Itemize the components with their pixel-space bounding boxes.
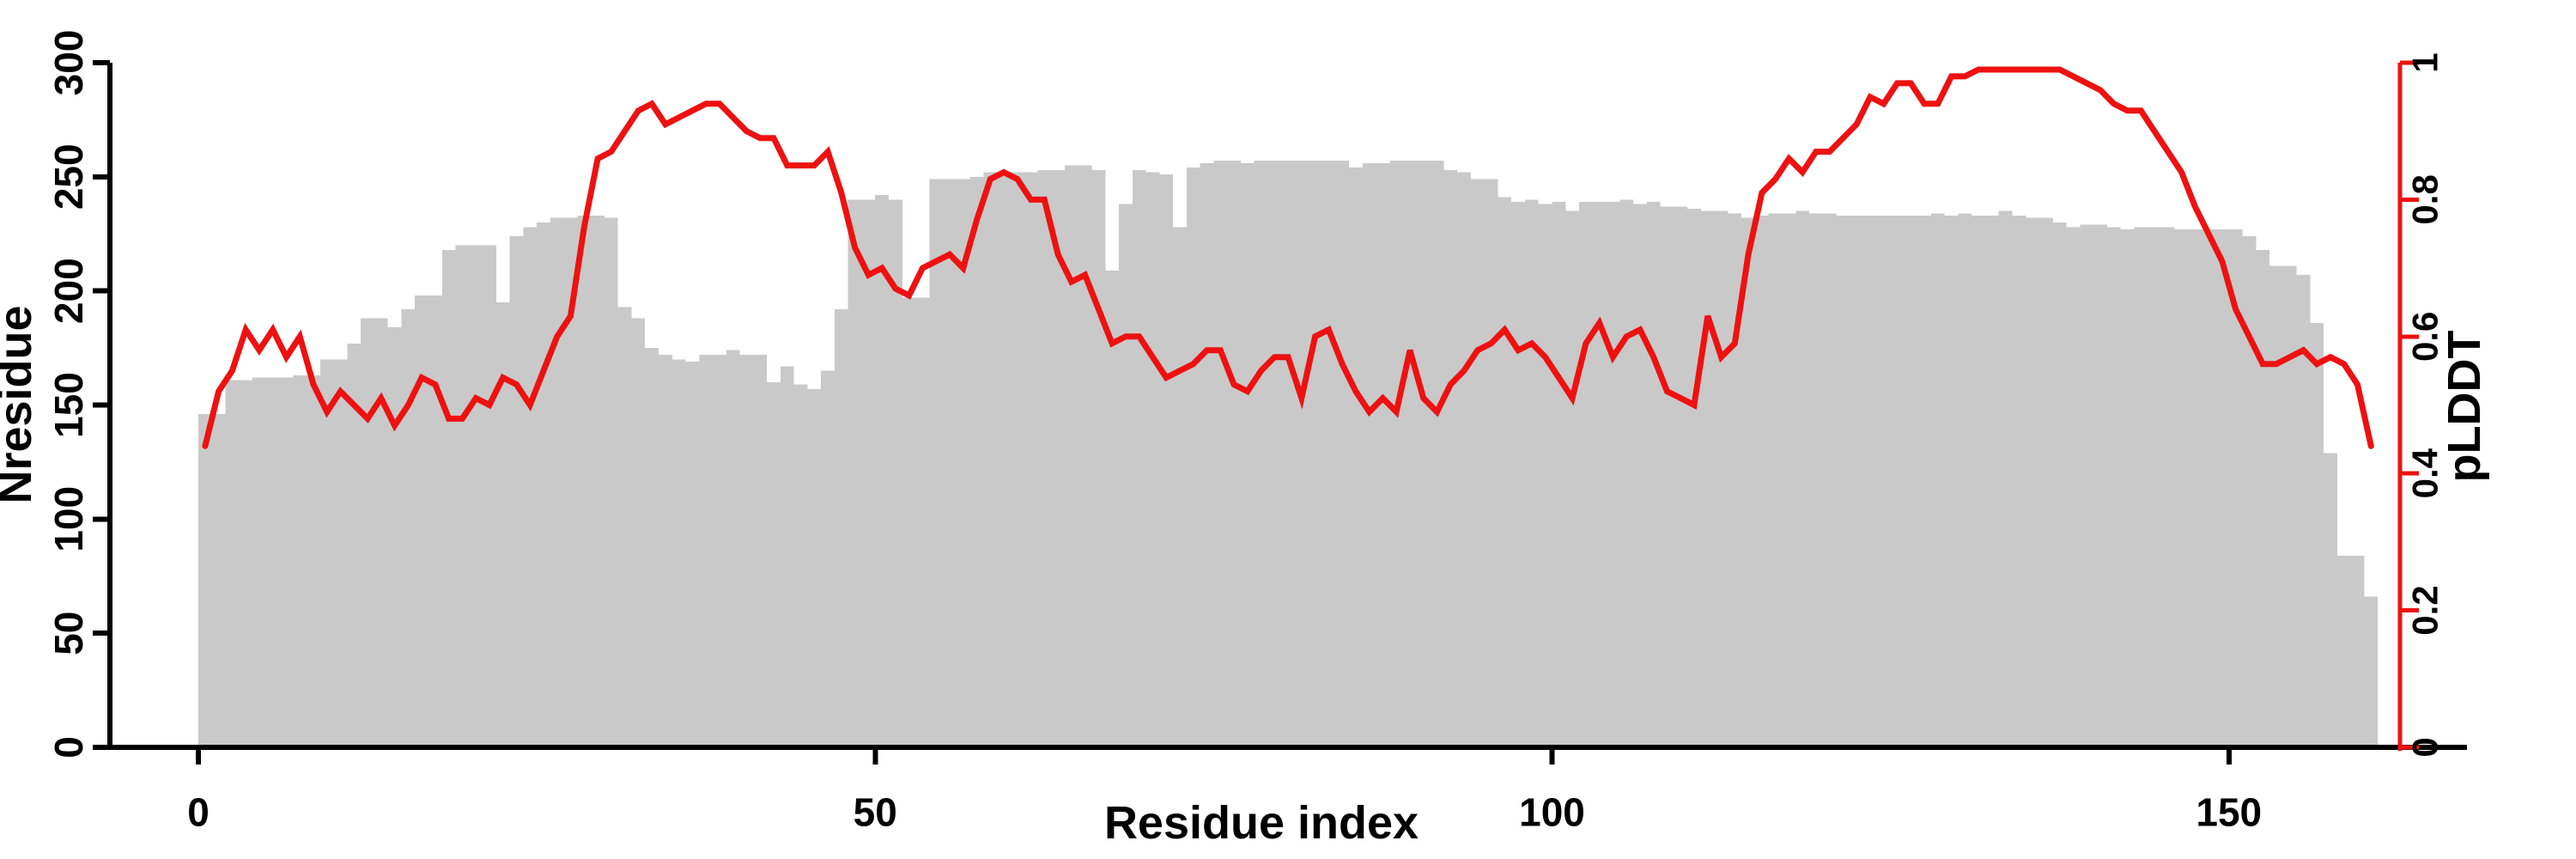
right-tick-label: 0.4 — [2405, 448, 2445, 498]
y-tick-label: 50 — [46, 612, 91, 655]
nresidue-bars — [198, 161, 2379, 747]
x-axis-title: Residue index — [1104, 797, 1419, 849]
x-tick-label: 150 — [2196, 790, 2262, 835]
right-tick-label: 1 — [2405, 52, 2445, 72]
line-layer — [202, 66, 2374, 449]
y-tick-label: 250 — [46, 143, 91, 210]
y-tick-label: 0 — [46, 736, 91, 758]
y-tick-label: 150 — [46, 372, 91, 438]
y-tick-label: 100 — [46, 486, 91, 552]
axes-layer: 0 50 100 150 0 50 100 150 200 250 300 — [46, 30, 2467, 835]
left-axis-title: Nresidue — [0, 305, 41, 503]
plddt-line — [202, 66, 2374, 449]
right-tick-label: 0.2 — [2405, 585, 2445, 635]
y-tick-label: 200 — [46, 258, 91, 324]
x-tick-label: 100 — [1519, 790, 1585, 835]
y-tick-label: 300 — [46, 30, 91, 96]
right-axis-layer: 0 0.2 0.4 0.6 0.8 1 — [2397, 52, 2445, 758]
right-tick-label: 0.6 — [2405, 312, 2445, 362]
x-tick-label: 50 — [854, 790, 897, 835]
x-tick-label: 0 — [187, 790, 210, 835]
bars-layer — [198, 161, 2379, 747]
right-tick-label: 0 — [2405, 737, 2445, 757]
right-tick-label: 0.8 — [2405, 174, 2445, 224]
right-axis-title: pLDDT — [2439, 331, 2490, 483]
